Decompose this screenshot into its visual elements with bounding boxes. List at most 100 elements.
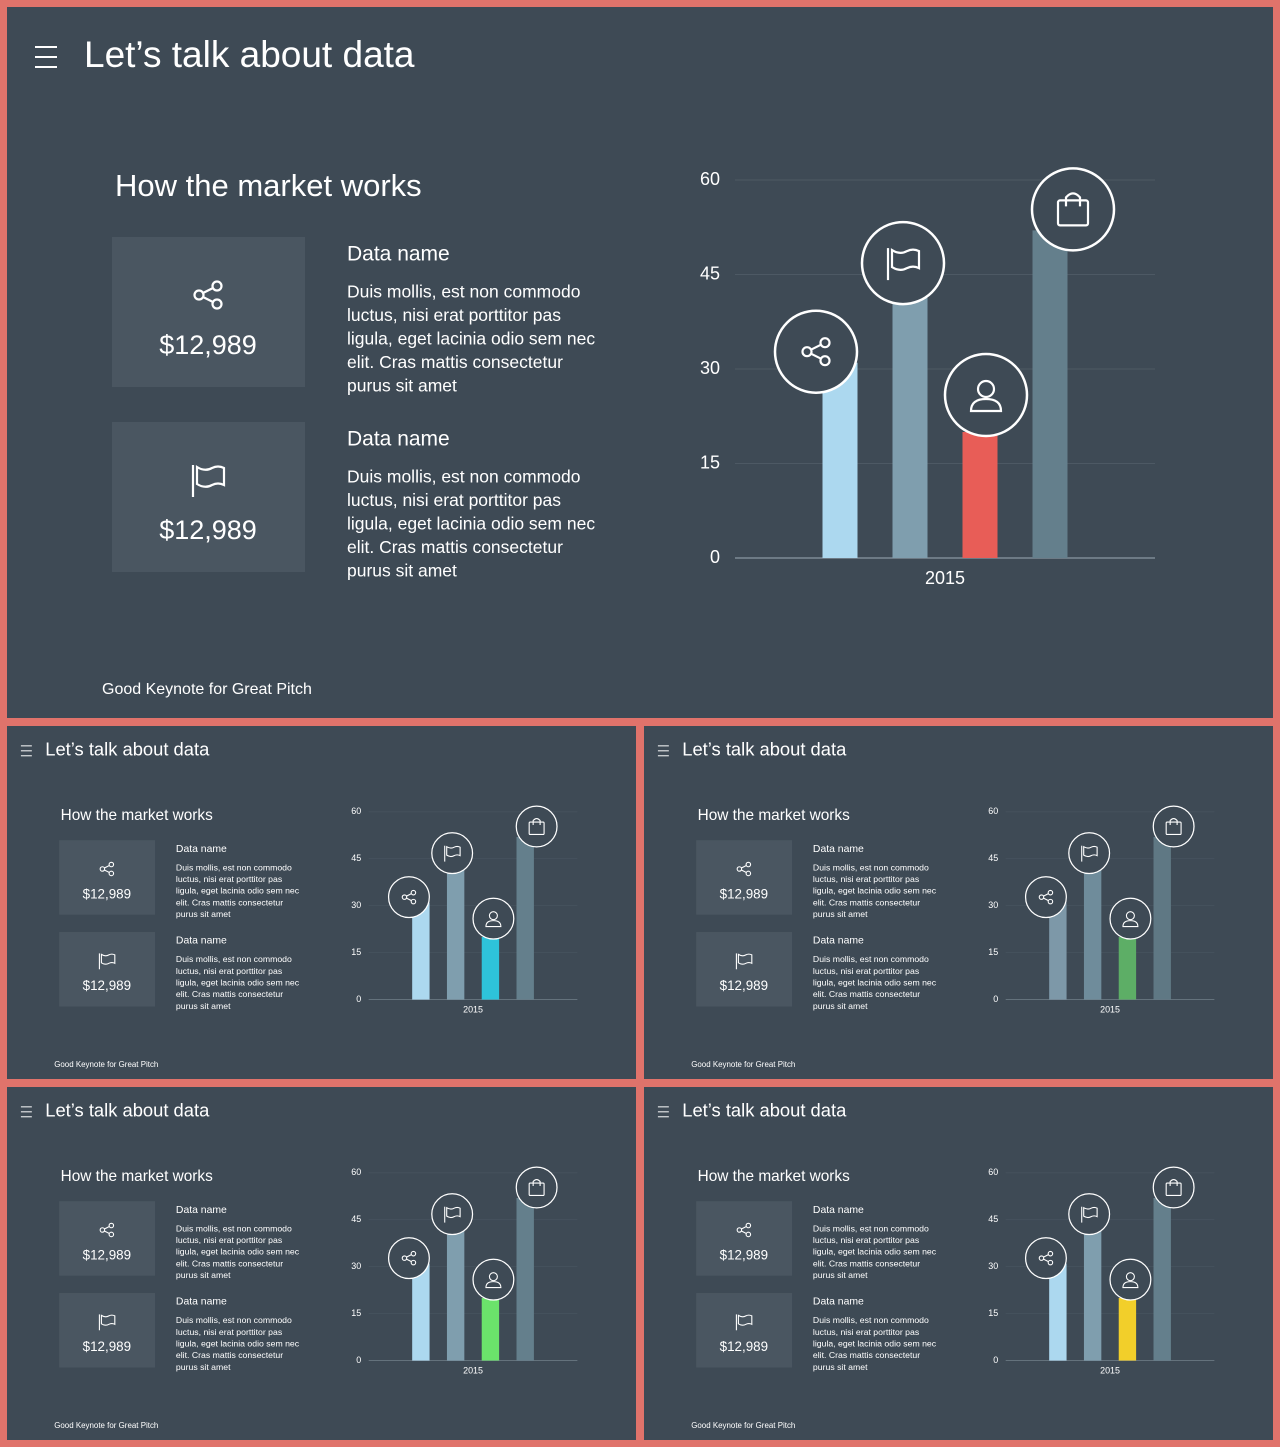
- y-tick-label: 0: [356, 1355, 361, 1365]
- footer: Good Keynote for Great Pitch: [54, 1060, 158, 1069]
- x-tick-label: 2015: [463, 1004, 483, 1014]
- data-text: luctus, nisi erat porttitor pas: [347, 305, 561, 325]
- data-text: Duis mollis, est non commodo: [347, 282, 580, 302]
- card-value: $12,989: [720, 886, 768, 901]
- data-text: elit. Cras mattis consectetur: [347, 537, 563, 557]
- bar: [446, 1226, 465, 1361]
- data-text: luctus, nisi erat porttitor pas: [813, 874, 920, 884]
- card: [696, 840, 793, 915]
- card-value: $12,989: [159, 515, 257, 545]
- data-text: ligula, eget lacinia odio sem nec: [176, 1247, 300, 1257]
- data-text: purus sit amet: [347, 376, 457, 396]
- bar: [412, 1263, 430, 1361]
- bar: [1118, 937, 1137, 1000]
- icon-badge: [1068, 832, 1111, 875]
- icon-badge: [943, 352, 1029, 438]
- data-name: Data name: [813, 936, 864, 947]
- y-tick-label: 0: [710, 547, 720, 567]
- y-tick-label: 60: [988, 1167, 998, 1177]
- card-value: $12,989: [83, 886, 131, 901]
- icon-badge: [431, 1193, 474, 1236]
- data-text: ligula, eget lacinia odio sem nec: [347, 329, 595, 349]
- data-text: ligula, eget lacinia odio sem nec: [813, 1247, 937, 1257]
- data-text: ligula, eget lacinia odio sem nec: [347, 514, 595, 534]
- card: [112, 237, 305, 387]
- y-tick-label: 45: [351, 1214, 361, 1224]
- slide-title: Let’s talk about data: [45, 739, 210, 760]
- card-value: $12,989: [159, 330, 257, 360]
- data-text: elit. Cras mattis consectetur: [176, 1350, 283, 1360]
- bar: [412, 902, 430, 1000]
- icon-badge: [1152, 805, 1195, 848]
- data-text: Duis mollis, est non commodo: [176, 862, 292, 872]
- card-value: $12,989: [720, 1339, 768, 1354]
- card-value: $12,989: [83, 1247, 131, 1262]
- data-name: Data name: [347, 243, 450, 266]
- card: [59, 840, 156, 915]
- y-tick-label: 15: [988, 1308, 998, 1318]
- bar: [516, 1197, 534, 1361]
- data-text: Duis mollis, est non commodo: [176, 1315, 292, 1325]
- data-text: Duis mollis, est non commodo: [347, 467, 580, 487]
- slide-canvas: Let’s talk about data How the market work…: [20, 739, 578, 1069]
- slide: Let’s talk about data How the market work…: [644, 1087, 1273, 1440]
- y-tick-label: 60: [351, 806, 361, 816]
- footer: Good Keynote for Great Pitch: [54, 1421, 158, 1430]
- data-text: elit. Cras mattis consectetur: [813, 1350, 920, 1360]
- data-name: Data name: [176, 1297, 227, 1308]
- data-text: luctus, nisi erat porttitor pas: [176, 1235, 283, 1245]
- card: [59, 1293, 156, 1368]
- data-text: luctus, nisi erat porttitor pas: [176, 874, 283, 884]
- x-tick-label: 2015: [1100, 1365, 1120, 1375]
- data-text: Duis mollis, est non commodo: [176, 954, 292, 964]
- y-tick-label: 45: [988, 1214, 998, 1224]
- card: [59, 932, 156, 1007]
- data-text: purus sit amet: [813, 1362, 868, 1372]
- data-name: Data name: [813, 844, 864, 855]
- x-tick-label: 2015: [925, 568, 965, 588]
- y-tick-label: 30: [351, 900, 361, 910]
- section-heading: How the market works: [698, 1168, 850, 1185]
- y-tick-label: 45: [700, 263, 720, 283]
- data-text: luctus, nisi erat porttitor pas: [813, 1327, 920, 1337]
- bar: [892, 287, 928, 558]
- section-heading: How the market works: [115, 168, 422, 203]
- y-tick-label: 30: [700, 358, 720, 378]
- icon-badge: [773, 309, 859, 394]
- y-tick-label: 60: [351, 1167, 361, 1177]
- data-text: luctus, nisi erat porttitor pas: [176, 966, 283, 976]
- data-text: ligula, eget lacinia odio sem nec: [813, 886, 937, 896]
- y-tick-label: 30: [988, 1261, 998, 1271]
- data-text: elit. Cras mattis consectetur: [813, 989, 920, 999]
- card-value: $12,989: [83, 1339, 131, 1354]
- y-tick-label: 45: [988, 853, 998, 863]
- data-name: Data name: [176, 1205, 227, 1216]
- bar: [1153, 1197, 1171, 1361]
- y-tick-label: 0: [993, 994, 998, 1004]
- bar: [516, 836, 534, 1000]
- data-name: Data name: [813, 1205, 864, 1216]
- data-text: Duis mollis, est non commodo: [176, 1223, 292, 1233]
- bar: [446, 865, 465, 1000]
- icon-badge: [1152, 1166, 1195, 1209]
- icon-badge: [1024, 1237, 1067, 1280]
- icon-badge: [1024, 876, 1067, 919]
- y-tick-label: 0: [356, 994, 361, 1004]
- icon-badge: [860, 220, 946, 306]
- card: [696, 932, 793, 1007]
- data-text: ligula, eget lacinia odio sem nec: [813, 1338, 937, 1348]
- slide-title: Let’s talk about data: [45, 1100, 210, 1121]
- data-name: Data name: [176, 844, 227, 855]
- data-text: ligula, eget lacinia odio sem nec: [813, 977, 937, 987]
- data-text: elit. Cras mattis consectetur: [176, 989, 283, 999]
- bar: [1118, 1298, 1137, 1361]
- slide-canvas: Let’s talk about data How the market work…: [35, 34, 1155, 698]
- data-text: luctus, nisi erat porttitor pas: [176, 1327, 283, 1337]
- icon-badge: [515, 1166, 558, 1209]
- slide: Let’s talk about data How the market work…: [7, 7, 1273, 718]
- card: [696, 1201, 793, 1276]
- y-tick-label: 45: [351, 853, 361, 863]
- data-text: purus sit amet: [176, 1270, 231, 1280]
- data-text: ligula, eget lacinia odio sem nec: [176, 1338, 300, 1348]
